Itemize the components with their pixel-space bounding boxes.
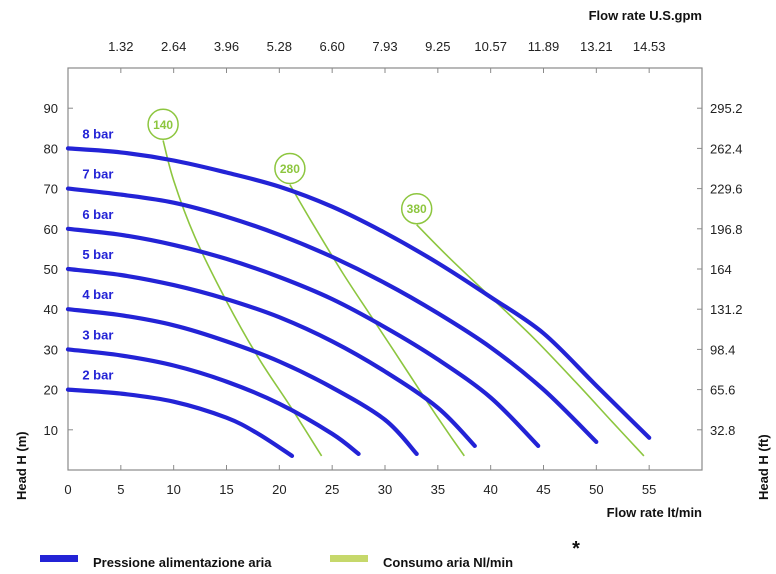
- y-tick-label: 60: [44, 222, 58, 237]
- y-tick-label: 30: [44, 342, 58, 357]
- pressure-curve-4-bar: [65, 307, 419, 456]
- x-tick-label: 45: [536, 482, 550, 497]
- y-tick-label: 70: [44, 182, 58, 197]
- ticks: 0 5 10 15 20 25 30 35 40 45 50 55 1.32 2.64 3.96 5.28 6.…: [44, 39, 743, 497]
- y-tick-label: 20: [44, 383, 58, 398]
- x2-tick-label: 1.32: [108, 39, 133, 54]
- x2-tick-label: 3.96: [214, 39, 239, 54]
- pressure-label-2-bar: 2 bar: [82, 368, 113, 383]
- x2-tick-label: 2.64: [161, 39, 186, 54]
- y-tick-label: 40: [44, 302, 58, 317]
- x2-tick-label: 14.53: [633, 39, 666, 54]
- air-label-280: 280: [280, 162, 300, 176]
- x2-tick-label: 10.57: [474, 39, 507, 54]
- pressure-label-8-bar: 8 bar: [82, 126, 113, 141]
- legend: Pressione alimentazione aria Consumo ari…: [40, 538, 580, 570]
- y2-tick-label: 196.8: [710, 222, 743, 237]
- y2-tick-label: 262.4: [710, 141, 743, 156]
- x2-tick-label: 7.93: [372, 39, 397, 54]
- x-tick-label: 5: [117, 482, 124, 497]
- pressure-label-7-bar: 7 bar: [82, 167, 113, 182]
- y2-tick-label: 98.4: [710, 342, 735, 357]
- legend-swatch-air: [330, 555, 368, 562]
- air-label-circle-280: [274, 152, 306, 185]
- pressure-label-6-bar: 6 bar: [82, 207, 113, 222]
- x-axis-title: Flow rate lt/min: [607, 505, 702, 520]
- x-tick-label: 20: [272, 482, 286, 497]
- x-tick-label: 30: [378, 482, 392, 497]
- air-label-140: 140: [153, 118, 173, 132]
- y2-tick-label: 164: [710, 262, 732, 277]
- y-tick-label: 80: [44, 141, 58, 156]
- air-consumption-curve-140: [162, 140, 323, 457]
- air-label-380: 380: [407, 202, 427, 216]
- air-label-circle-380: [400, 192, 433, 225]
- series: 8 bar 7 bar 6 bar 5 bar 4 bar 3 bar 2 bar 140 28…: [65, 108, 652, 458]
- y2-tick-label: 65.6: [710, 383, 735, 398]
- y2-tick-label: 229.6: [710, 182, 743, 197]
- x-tick-label: 15: [219, 482, 233, 497]
- y2-tick-label: 295.2: [710, 101, 743, 116]
- air-label-circle-140: [147, 108, 179, 141]
- y-tick-label: 50: [44, 262, 58, 277]
- x2-tick-label: 13.21: [580, 39, 613, 54]
- y-axis-title: Head H (m): [14, 431, 29, 500]
- x-tick-label: 10: [166, 482, 180, 497]
- x2-tick-label: 11.89: [528, 39, 560, 54]
- x-tick-label: 50: [589, 482, 603, 497]
- pressure-label-5-bar: 5 bar: [82, 247, 113, 262]
- pressure-curve-3-bar: [65, 347, 361, 456]
- x-tick-label: 40: [483, 482, 497, 497]
- x-tick-label: 55: [642, 482, 656, 497]
- pressure-label-3-bar: 3 bar: [82, 327, 113, 342]
- x-tick-label: 25: [325, 482, 339, 497]
- x2-axis-title: Flow rate U.S.gpm: [589, 8, 702, 23]
- pressure-curve-8-bar: [65, 146, 652, 440]
- x2-tick-label: 9.25: [425, 39, 450, 54]
- pressure-curve-5-bar: [65, 266, 477, 448]
- pressure-curve-6-bar: [65, 226, 541, 448]
- pressure-label-4-bar: 4 bar: [82, 287, 113, 302]
- y2-axis-title: Head H (ft): [756, 434, 771, 500]
- footnote-asterisk: *: [572, 538, 580, 560]
- air-consumption-curve-380: [416, 224, 645, 457]
- y-tick-label: 90: [44, 101, 58, 116]
- x-tick-label: 35: [431, 482, 445, 497]
- x2-tick-label: 5.28: [267, 39, 292, 54]
- y2-tick-label: 32.8: [710, 423, 735, 438]
- pressure-curve-7-bar: [65, 186, 599, 444]
- pressure-curve-2-bar: [65, 387, 295, 458]
- x-tick-label: 0: [64, 482, 71, 497]
- y2-tick-label: 131.2: [710, 302, 743, 317]
- y-tick-label: 10: [44, 423, 58, 438]
- legend-label-air: Consumo aria Nl/min: [383, 555, 513, 570]
- legend-label-pressure: Pressione alimentazione aria: [93, 555, 272, 570]
- legend-swatch-pressure: [40, 555, 78, 562]
- x2-tick-label: 6.60: [320, 39, 345, 54]
